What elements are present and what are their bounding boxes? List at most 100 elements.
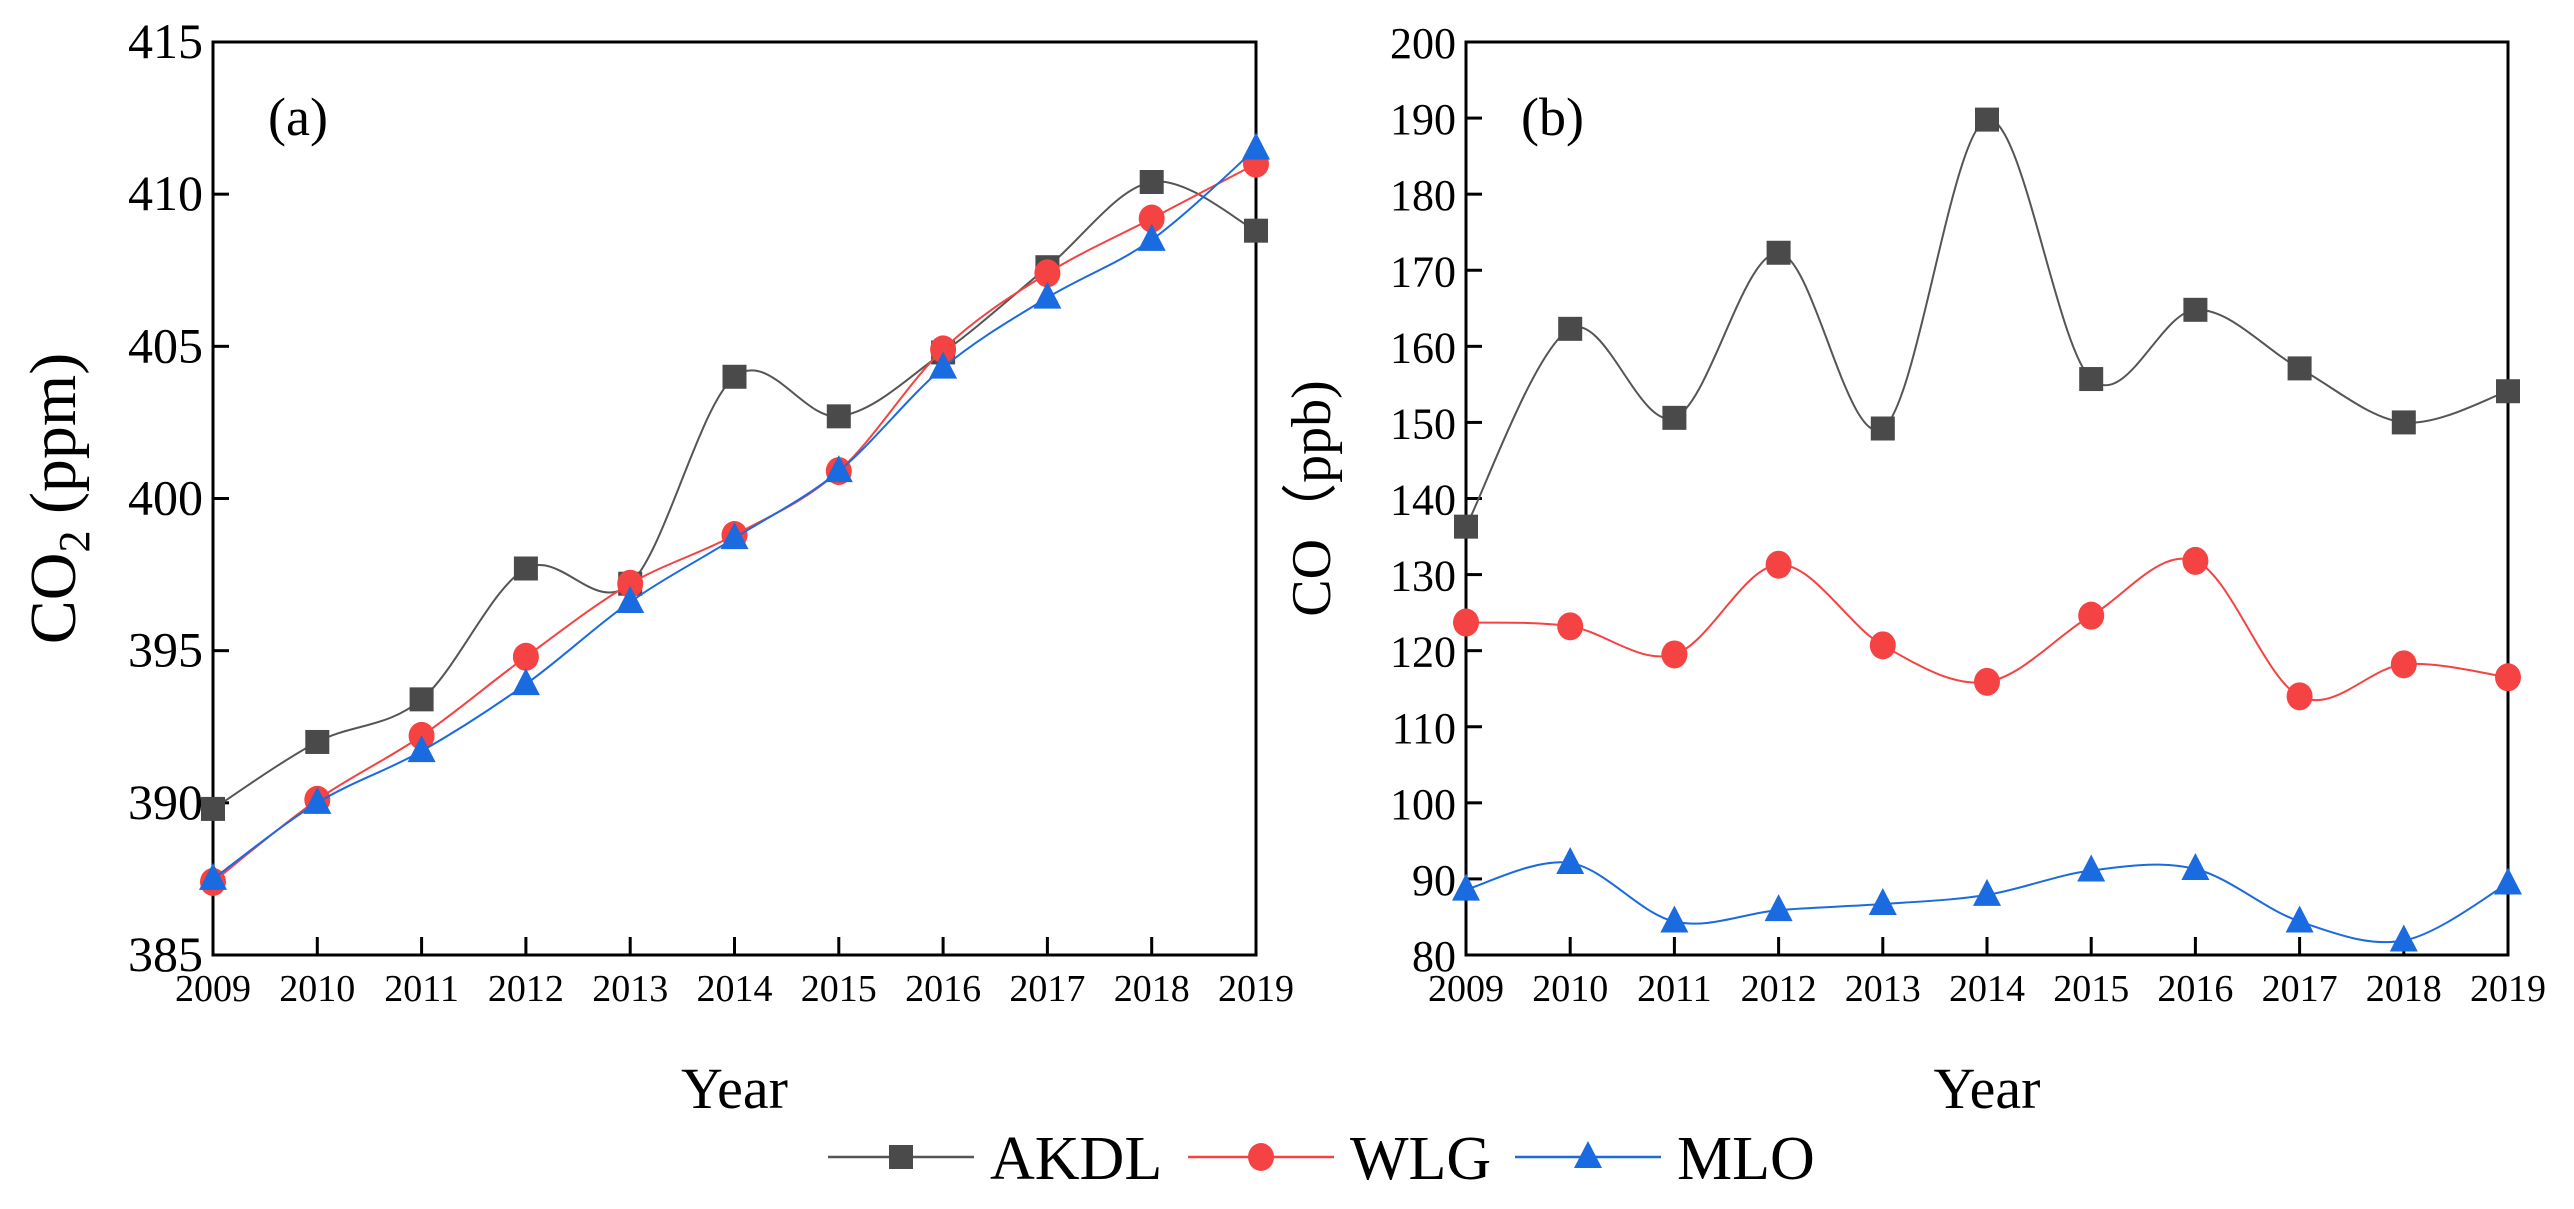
- data-point-akdl: [2496, 379, 2520, 404]
- series-line-akdl: [1465, 118, 2509, 528]
- series-line-mlo: [212, 147, 1257, 880]
- data-point-wlg: [1034, 259, 1061, 288]
- y-tick-label: 180: [1390, 171, 1456, 220]
- series-wlg: [1453, 546, 2521, 711]
- data-point-wlg: [2495, 663, 2521, 692]
- data-point-akdl: [409, 687, 434, 712]
- panel-label: (a): [268, 87, 328, 147]
- data-point-mlo: [1868, 888, 1897, 916]
- data-point-wlg: [2078, 601, 2105, 630]
- legend-marker-circle: [1248, 1143, 1274, 1171]
- data-point-mlo: [2077, 854, 2106, 882]
- data-point-mlo: [824, 455, 853, 483]
- legend-item-mlo: MLO: [1515, 1125, 1815, 1193]
- legend-item-wlg: WLG: [1188, 1125, 1491, 1193]
- legend-item-akdl: AKDL: [828, 1125, 1162, 1193]
- chart-panel-a: 385 390 395 400 405 410 415 2009 2010 2011 2012 201…: [17, 13, 1294, 1121]
- legend-label: AKDL: [990, 1125, 1162, 1193]
- legend-label: WLG: [1350, 1125, 1491, 1193]
- x-axis-title: Year: [681, 1056, 788, 1121]
- x-tick-label: 2015: [801, 968, 877, 1010]
- data-point-akdl: [1139, 169, 1164, 194]
- x-tick-label: 2012: [1741, 968, 1817, 1010]
- x-axis-title: Year: [1934, 1056, 2041, 1121]
- y-tick-label: 410: [128, 165, 203, 221]
- data-point-akdl: [513, 556, 538, 581]
- y-axis-title: CO2 (ppm): [17, 353, 99, 644]
- x-tick-label: 2009: [175, 968, 251, 1010]
- data-point-mlo: [720, 522, 749, 550]
- y-tick-label: 415: [128, 13, 203, 69]
- series-line-akdl: [212, 180, 1257, 810]
- y-axis-title-main: CO: [17, 553, 90, 645]
- data-point-wlg: [512, 642, 539, 671]
- x-tick-label: 2018: [2366, 968, 2442, 1010]
- y-tick-label: 150: [1390, 399, 1456, 448]
- y-tick-label: 100: [1390, 780, 1456, 829]
- y-axis-title-unit: (ppm): [17, 353, 90, 531]
- plot-frame: [211, 40, 1258, 957]
- data-point-wlg: [1453, 608, 1479, 637]
- data-point-mlo: [1660, 905, 1689, 933]
- series-mlo: [1452, 846, 2522, 952]
- data-point-mlo: [2494, 867, 2522, 895]
- data-point-akdl: [1558, 316, 1583, 341]
- data-point-wlg: [617, 569, 644, 598]
- y-tick-label: 80: [1412, 932, 1456, 981]
- y-tick-label: 90: [1412, 856, 1456, 905]
- data-point-wlg: [1138, 204, 1165, 233]
- data-point-akdl: [1662, 405, 1687, 430]
- data-point-wlg: [1765, 550, 1792, 579]
- y-axis-title: CO（ppb): [1281, 380, 1343, 616]
- data-point-akdl: [722, 364, 747, 389]
- y-tick-label: 200: [1390, 19, 1456, 68]
- data-point-akdl: [201, 796, 225, 821]
- y-tick-label: 385: [128, 926, 203, 982]
- x-tick-label: 2010: [279, 968, 355, 1010]
- data-point-mlo: [2181, 853, 2210, 881]
- y-tick-label: 120: [1390, 628, 1456, 677]
- x-tick-label: 2017: [1009, 968, 1085, 1010]
- x-tick-label: 2013: [1845, 968, 1921, 1010]
- y-tick-label: 170: [1390, 247, 1456, 296]
- data-point-mlo: [1973, 878, 2001, 906]
- y-tick-label: 190: [1390, 95, 1456, 144]
- panel-label: (b): [1521, 87, 1584, 147]
- y-tick-label: 395: [128, 622, 203, 678]
- data-point-akdl: [2287, 356, 2312, 381]
- data-point-mlo: [1556, 846, 1585, 874]
- data-point-wlg: [1869, 631, 1896, 660]
- x-tick-label: 2015: [2053, 968, 2129, 1010]
- x-tick-label: 2016: [2157, 968, 2233, 1010]
- data-point-mlo: [407, 735, 436, 763]
- data-point-mlo: [1452, 873, 1480, 901]
- x-tick-label: 2013: [592, 968, 668, 1010]
- y-tick-label: 130: [1390, 552, 1456, 601]
- x-tick-label: 2019: [1218, 968, 1294, 1010]
- x-tick-label: 2012: [488, 968, 564, 1010]
- data-point-mlo: [1242, 132, 1270, 160]
- x-tick-label: 2014: [1949, 968, 2025, 1010]
- chart-panel-b: 80 90 100 110 120 130 140 150 160 170 180 190 200 200…: [1281, 19, 2546, 1121]
- data-point-akdl: [1244, 218, 1268, 243]
- x-tick-label: 2014: [697, 968, 773, 1010]
- y-axis-title-subscript: 2: [50, 531, 99, 553]
- y-axis-title-main: CO: [1281, 539, 1343, 617]
- legend-label: MLO: [1677, 1125, 1815, 1193]
- data-point-wlg: [1974, 667, 2000, 696]
- x-tick-label: 2010: [1532, 968, 1608, 1010]
- data-point-mlo: [199, 862, 227, 890]
- data-point-mlo: [303, 786, 332, 814]
- data-point-wlg: [1557, 612, 1584, 641]
- data-point-wlg: [2390, 650, 2417, 679]
- data-point-mlo: [1764, 894, 1793, 922]
- data-point-mlo: [511, 668, 540, 696]
- data-point-mlo: [2389, 924, 2418, 952]
- x-tick-label: 2018: [1114, 968, 1190, 1010]
- y-tick-label: 140: [1390, 476, 1456, 525]
- data-point-mlo: [1033, 281, 1062, 309]
- x-tick-label: 2017: [2262, 968, 2338, 1010]
- data-point-wlg: [2182, 546, 2209, 575]
- legend-marker-triangle: [1574, 1141, 1602, 1168]
